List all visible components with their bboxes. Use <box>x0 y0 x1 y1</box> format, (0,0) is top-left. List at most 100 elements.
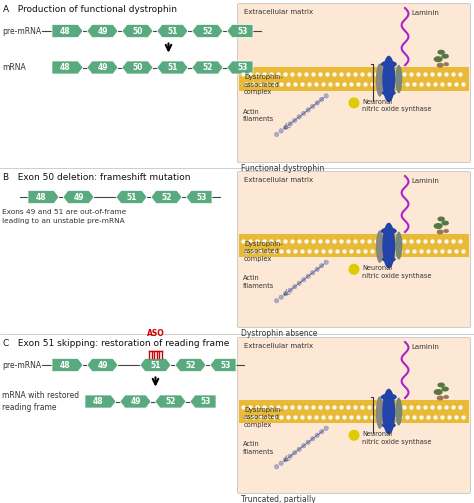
Circle shape <box>301 278 306 282</box>
Polygon shape <box>140 359 171 372</box>
Ellipse shape <box>437 395 444 400</box>
Text: 49: 49 <box>97 27 108 36</box>
Circle shape <box>348 98 359 109</box>
Circle shape <box>292 118 297 123</box>
Polygon shape <box>190 395 216 408</box>
Circle shape <box>283 125 288 130</box>
Ellipse shape <box>376 230 384 263</box>
Circle shape <box>274 465 279 469</box>
Ellipse shape <box>438 382 445 387</box>
Ellipse shape <box>443 229 449 233</box>
Circle shape <box>279 295 283 299</box>
Bar <box>239 400 469 423</box>
Circle shape <box>274 132 279 137</box>
Ellipse shape <box>395 398 402 426</box>
Ellipse shape <box>381 227 397 234</box>
Polygon shape <box>210 359 236 372</box>
Ellipse shape <box>434 56 443 62</box>
Polygon shape <box>52 359 83 372</box>
Polygon shape <box>186 191 212 204</box>
Circle shape <box>297 115 301 119</box>
Text: Laminin: Laminin <box>411 10 439 16</box>
Text: B   Exon 50 deletion: frameshift mutation: B Exon 50 deletion: frameshift mutation <box>3 173 191 182</box>
Ellipse shape <box>437 229 444 234</box>
FancyBboxPatch shape <box>237 338 471 493</box>
Polygon shape <box>87 61 118 74</box>
Text: pre-mRNA: pre-mRNA <box>2 361 41 370</box>
Circle shape <box>279 129 283 133</box>
Text: Dystrophin-
associated
complex: Dystrophin- associated complex <box>244 407 283 428</box>
Circle shape <box>324 94 328 98</box>
Polygon shape <box>116 191 147 204</box>
Text: 48: 48 <box>60 63 70 72</box>
Ellipse shape <box>376 63 384 97</box>
Ellipse shape <box>383 389 395 435</box>
Polygon shape <box>87 359 118 372</box>
Circle shape <box>348 430 359 441</box>
Ellipse shape <box>441 54 449 59</box>
Text: Neuronal
nitric oxide synthase: Neuronal nitric oxide synthase <box>362 99 431 112</box>
Text: 52: 52 <box>202 63 213 72</box>
Circle shape <box>310 104 315 109</box>
Ellipse shape <box>383 56 395 103</box>
Ellipse shape <box>443 62 449 66</box>
Circle shape <box>306 440 310 445</box>
Polygon shape <box>227 25 253 38</box>
Text: 48: 48 <box>60 361 70 370</box>
Ellipse shape <box>383 223 395 269</box>
Polygon shape <box>52 25 83 38</box>
Polygon shape <box>175 359 206 372</box>
Circle shape <box>274 299 279 303</box>
Text: C   Exon 51 skipping: restoration of reading frame: C Exon 51 skipping: restoration of readi… <box>3 339 229 348</box>
Text: mRNA with restored
reading frame: mRNA with restored reading frame <box>2 391 79 412</box>
Text: Laminin: Laminin <box>411 344 439 350</box>
Circle shape <box>301 111 306 116</box>
FancyBboxPatch shape <box>237 4 471 162</box>
Circle shape <box>315 101 319 105</box>
Bar <box>239 234 469 257</box>
Polygon shape <box>155 395 186 408</box>
Circle shape <box>288 122 292 126</box>
Text: 52: 52 <box>165 397 176 406</box>
Text: 52: 52 <box>161 193 172 202</box>
Polygon shape <box>87 25 118 38</box>
Circle shape <box>310 271 315 275</box>
Text: 51: 51 <box>167 27 178 36</box>
Circle shape <box>324 260 328 265</box>
Polygon shape <box>52 61 83 74</box>
Circle shape <box>283 458 288 462</box>
Polygon shape <box>157 25 188 38</box>
Ellipse shape <box>443 395 449 399</box>
Text: 48: 48 <box>60 27 70 36</box>
Text: Actin
filaments: Actin filaments <box>243 275 274 289</box>
Text: 51: 51 <box>167 63 178 72</box>
Text: Extracellular matrix: Extracellular matrix <box>244 9 313 15</box>
Circle shape <box>283 292 288 296</box>
Text: Actin
filaments: Actin filaments <box>243 441 274 455</box>
Text: 49: 49 <box>130 397 141 406</box>
Text: 52: 52 <box>185 361 196 370</box>
Text: 49: 49 <box>97 63 108 72</box>
Polygon shape <box>85 395 116 408</box>
Text: Laminin: Laminin <box>411 178 439 184</box>
Text: 51: 51 <box>126 193 137 202</box>
Circle shape <box>310 437 315 441</box>
Text: Neuronal
nitric oxide synthase: Neuronal nitric oxide synthase <box>362 431 431 445</box>
Text: Exons 49 and 51 are out-of-frame
leading to an unstable pre-mRNA: Exons 49 and 51 are out-of-frame leading… <box>2 210 126 223</box>
Text: 53: 53 <box>201 397 210 406</box>
Polygon shape <box>63 191 94 204</box>
Circle shape <box>297 447 301 452</box>
Circle shape <box>319 430 324 434</box>
Ellipse shape <box>381 393 397 400</box>
Circle shape <box>306 108 310 112</box>
Polygon shape <box>192 61 223 74</box>
Text: 53: 53 <box>196 193 207 202</box>
Ellipse shape <box>438 216 445 221</box>
Text: A   Production of functional dystrophin: A Production of functional dystrophin <box>3 5 177 14</box>
Circle shape <box>292 285 297 289</box>
Ellipse shape <box>437 63 444 68</box>
Polygon shape <box>192 25 223 38</box>
Text: Dystrophin-
associated
complex: Dystrophin- associated complex <box>244 74 283 95</box>
Text: 53: 53 <box>220 361 231 370</box>
Circle shape <box>297 281 301 285</box>
